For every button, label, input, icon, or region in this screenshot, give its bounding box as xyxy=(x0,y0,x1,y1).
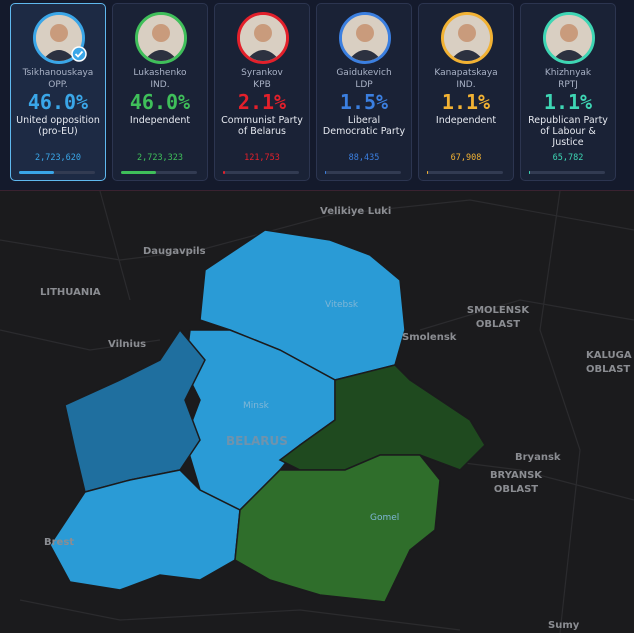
candidate-name: Syrankov xyxy=(241,68,283,78)
results-panel: Tsikhanouskaya OPP. 46.0% United opposition… xyxy=(0,0,634,191)
vote-percent: 46.0% xyxy=(27,90,89,114)
regions xyxy=(49,229,486,603)
candidate-name: Kanapatskaya xyxy=(434,68,498,78)
candidate-name: Tsikhanouskaya xyxy=(22,68,94,78)
avatar-image xyxy=(546,15,592,61)
avatar xyxy=(339,12,391,64)
map-label: SMOLENSK OBLAST xyxy=(467,305,530,330)
candidate-name: Gaidukevich xyxy=(336,68,392,78)
party-name: Liberal Democratic Party xyxy=(322,115,406,137)
map-label: Vilnius xyxy=(108,339,146,350)
map-label: Smolensk xyxy=(402,332,457,343)
map-label: Daugavpils xyxy=(143,246,206,257)
progress-track xyxy=(121,171,197,174)
vote-count: 121,753 xyxy=(244,153,280,163)
party-abbr: IND. xyxy=(456,80,476,90)
avatar-image xyxy=(444,15,490,61)
avatar xyxy=(33,12,85,64)
vote-percent: 1.5% xyxy=(339,90,389,114)
candidate-name: Khizhnyak xyxy=(544,68,592,78)
map-label: Gomel xyxy=(370,513,399,523)
candidate-card[interactable]: Lukashenko IND. 46.0% Independent 2,723,323 xyxy=(112,3,208,181)
map-label: Minsk xyxy=(243,401,270,411)
map-label: Velikiye Luki xyxy=(320,206,391,217)
verified-badge xyxy=(71,46,87,62)
progress-track xyxy=(223,171,299,174)
vote-percent: 1.1% xyxy=(543,90,593,114)
region-brest[interactable] xyxy=(49,469,241,591)
region-gomel[interactable] xyxy=(234,454,441,603)
vote-percent: 46.0% xyxy=(129,90,191,114)
progress-bar xyxy=(427,171,428,174)
progress-bar xyxy=(223,171,225,174)
map-label: Brest xyxy=(44,537,74,548)
avatar-image xyxy=(240,15,286,61)
vote-count: 88,435 xyxy=(348,153,380,163)
progress-track xyxy=(529,171,605,174)
progress-track xyxy=(427,171,503,174)
map-label: BRYANSK OBLAST xyxy=(490,470,543,495)
map-label: Sumy xyxy=(548,620,580,631)
progress-track xyxy=(325,171,401,174)
map-label: Vitebsk xyxy=(325,300,359,310)
progress-bar xyxy=(121,171,156,174)
vote-percent: 1.1% xyxy=(441,90,491,114)
avatar xyxy=(135,12,187,64)
party-name: Independent xyxy=(129,115,191,126)
candidate-card[interactable]: Tsikhanouskaya OPP. 46.0% United opposition… xyxy=(10,3,106,181)
avatar xyxy=(237,12,289,64)
party-abbr: IND. xyxy=(150,80,170,90)
progress-track xyxy=(19,171,95,174)
candidate-card[interactable]: Syrankov KPB 2.1% Communist Party of Belaru… xyxy=(214,3,310,181)
vote-count: 65,782 xyxy=(552,153,584,163)
party-abbr: LDP xyxy=(355,80,373,90)
party-name: Republican Party of Labour & Justice xyxy=(528,115,608,148)
avatar-image xyxy=(342,15,388,61)
map-label: Bryansk xyxy=(515,452,561,463)
vote-percent: 2.1% xyxy=(237,90,287,114)
candidate-card[interactable]: Kanapatskaya IND. 1.1% Independent 67,908 xyxy=(418,3,514,181)
region-vitebsk[interactable] xyxy=(199,229,406,381)
vote-count: 67,908 xyxy=(450,153,482,163)
map-label: KALUGA OBLAST xyxy=(586,350,632,375)
vote-count: 2,723,620 xyxy=(34,153,82,163)
progress-bar xyxy=(325,171,327,174)
party-abbr: KPB xyxy=(253,80,271,90)
party-name: United opposition (pro-EU) xyxy=(16,115,100,137)
vote-count: 2,723,323 xyxy=(136,153,184,163)
map-label: LITHUANIA xyxy=(40,287,101,298)
map-label: BELARUS xyxy=(226,434,288,448)
party-abbr: OPP. xyxy=(48,80,68,90)
candidate-card[interactable]: Khizhnyak RPTJ 1.1% Republican Party of Lab… xyxy=(520,3,616,181)
region-grodno[interactable] xyxy=(64,328,206,493)
map: Velikiye Luki Daugavpils LITHUANIA Vilnius V… xyxy=(0,191,634,633)
party-abbr: RPTJ xyxy=(558,80,578,90)
progress-bar xyxy=(19,171,54,174)
progress-bar xyxy=(529,171,530,174)
avatar-image xyxy=(36,15,82,61)
candidate-name: Lukashenko xyxy=(133,68,187,78)
party-name: Communist Party of Belarus xyxy=(221,115,303,137)
avatar xyxy=(441,12,493,64)
party-name: Independent xyxy=(435,115,497,126)
avatar xyxy=(543,12,595,64)
candidate-card[interactable]: Gaidukevich LDP 1.5% Liberal Democratic Par… xyxy=(316,3,412,181)
avatar-image xyxy=(138,15,184,61)
